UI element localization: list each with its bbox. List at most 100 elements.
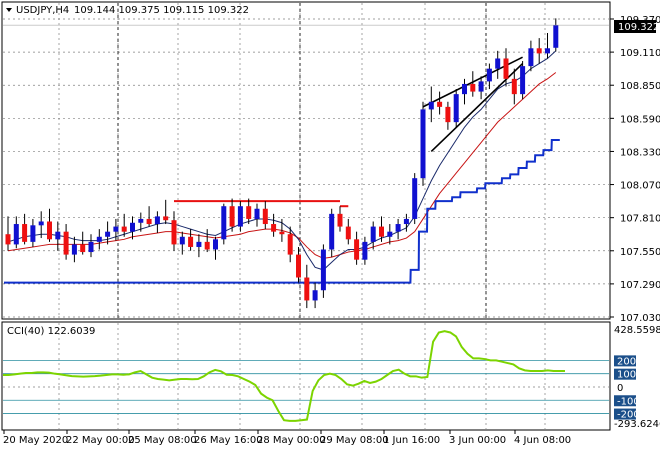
ohlc-values: 109.144 109.375 109.115 109.322 — [74, 5, 249, 16]
cci-line — [3, 330, 565, 422]
candle-bull — [196, 241, 202, 247]
triangle-down-icon[interactable] — [6, 8, 12, 12]
price-tick-label: 108.070 — [620, 181, 660, 192]
candle-bull — [13, 224, 19, 245]
candle-bear — [271, 224, 277, 232]
candle-bull — [30, 225, 36, 242]
candle-bear — [445, 106, 451, 123]
price-tick-label: 108.850 — [620, 81, 660, 92]
candle-bull — [237, 206, 243, 227]
candle-bear — [229, 206, 235, 227]
candle-bull — [329, 213, 335, 250]
cci-level-badge — [614, 395, 636, 407]
cci-level-badge — [614, 381, 636, 393]
candle-bear — [121, 226, 127, 232]
time-tick-label: 28 May 00:00 — [257, 435, 326, 446]
candle-bull — [453, 94, 459, 123]
candle-bear — [188, 236, 194, 247]
price-tick-label: 107.810 — [620, 214, 660, 225]
main-chart-frame — [1, 1, 611, 320]
candle-bear — [511, 78, 517, 95]
candle-bull — [105, 231, 111, 237]
price-tick-label: 107.550 — [620, 247, 660, 258]
time-tick-label: 25 May 08:00 — [128, 435, 197, 446]
cci-axis: 200 100 0 -100 -200 428.5598 -293.6246 — [614, 325, 660, 430]
candle-bull — [495, 58, 501, 69]
candle-bull — [553, 25, 559, 48]
candle-bull — [113, 226, 119, 232]
candle-bear — [22, 224, 28, 242]
price-tick-label: 108.590 — [620, 114, 660, 125]
price-axis: 109.370109.110108.850108.590108.330108.0… — [610, 15, 660, 324]
time-tick-label: 20 May 2020 — [3, 435, 68, 446]
candle-bull — [130, 222, 135, 232]
candle-bull — [154, 216, 160, 225]
candle-bear — [354, 239, 360, 260]
cci-level-label: 0 — [617, 383, 623, 394]
time-tick-label: 26 May 16:00 — [194, 435, 263, 446]
cci-level-badge — [614, 355, 636, 367]
candle-bull — [428, 101, 434, 110]
symbol-label: USDJPY,H4 — [16, 5, 69, 16]
candle-bear — [470, 83, 476, 92]
candle-bull — [179, 236, 185, 245]
time-tick-label: 29 May 08:00 — [320, 435, 389, 446]
candle-bull — [403, 218, 409, 225]
candle-bear — [287, 234, 293, 255]
last-price-badge — [614, 20, 656, 33]
cci-level-label: 200 — [617, 356, 636, 367]
candle-bear — [279, 231, 285, 235]
candle-bull — [38, 221, 44, 226]
main-grid — [3, 3, 609, 318]
time-tick-label: 4 Jun 08:00 — [514, 435, 571, 446]
candle-bull — [520, 66, 526, 95]
candle-bear — [163, 216, 169, 221]
candle-bull — [138, 218, 144, 223]
candle-bull — [545, 48, 550, 54]
candles — [3, 18, 609, 309]
last-price-badge-text: 109.322 — [618, 22, 659, 33]
price-tick-label: 107.290 — [620, 280, 660, 291]
candle-bear — [345, 226, 351, 240]
cci-level-label: -200 — [617, 410, 640, 421]
cci-level-badge — [614, 368, 636, 380]
candle-bull — [412, 178, 418, 219]
candle-bull — [420, 109, 426, 179]
price-tick-label: 108.330 — [620, 147, 660, 158]
cci-level-label: -100 — [617, 396, 640, 407]
candle-bull — [528, 48, 534, 67]
support-line — [4, 138, 560, 284]
candle-bear — [536, 48, 542, 54]
candle-bull — [370, 226, 376, 242]
candle-bull — [387, 231, 393, 237]
time-tick-label: 22 May 00:00 — [66, 435, 135, 446]
candle-bear — [437, 101, 443, 107]
candle-bear — [171, 220, 177, 245]
candle-bear — [204, 241, 210, 250]
cci-level-label: 100 — [617, 370, 636, 381]
cci-plot — [3, 330, 609, 422]
candle-bear — [296, 254, 301, 278]
candle-bull — [362, 241, 368, 260]
candle-bull — [395, 224, 401, 232]
candle-bull — [88, 241, 94, 253]
cci-scale-min: -293.6246 — [614, 419, 660, 430]
candle-bear — [80, 244, 86, 253]
price-tick-label: 107.030 — [620, 313, 660, 324]
time-tick-label: 3 Jun 00:00 — [449, 435, 506, 446]
candle-bear — [304, 277, 310, 301]
cci-level-badge — [614, 408, 636, 420]
candle-bull — [221, 206, 227, 240]
candle-bull — [96, 236, 102, 242]
candle-bear — [5, 234, 11, 245]
cci-scale-max: 428.5598 — [614, 325, 660, 336]
candle-bull — [213, 239, 218, 250]
candle-bull — [71, 244, 77, 255]
candle-bear — [337, 213, 343, 227]
candle-bull — [478, 81, 484, 92]
candle-bull — [462, 83, 467, 95]
candle-bull — [486, 68, 492, 82]
candle-bull — [312, 290, 318, 301]
